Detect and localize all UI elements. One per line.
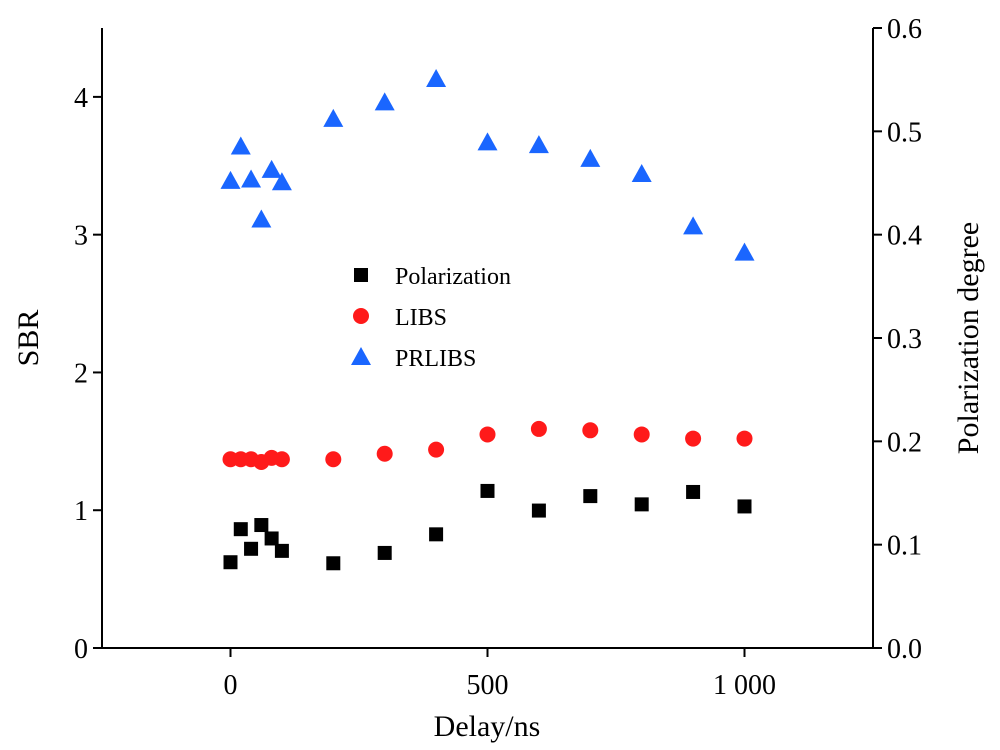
data-point-prlibs — [580, 148, 601, 167]
y2-tick-label: 0.2 — [887, 427, 922, 458]
data-point-libs — [428, 441, 445, 458]
y-tick-label: 0 — [74, 634, 88, 665]
data-point-polarization — [274, 543, 289, 558]
y2-axis-title: Polarization degree — [952, 222, 985, 454]
data-point-polarization — [737, 499, 752, 514]
axes — [101, 28, 874, 649]
data-point-polarization — [223, 555, 238, 570]
y2-tick-label: 0.6 — [887, 14, 922, 45]
data-point-polarization — [244, 541, 259, 556]
data-point-prlibs — [683, 216, 704, 235]
data-markers — [220, 68, 755, 571]
data-point-libs — [685, 430, 702, 447]
data-point-polarization — [326, 556, 341, 571]
data-point-libs — [479, 426, 496, 443]
data-point-polarization — [686, 484, 701, 499]
data-point-prlibs — [374, 92, 395, 111]
data-point-prlibs — [323, 108, 344, 127]
series-libs — [222, 420, 753, 470]
data-point-polarization — [531, 503, 546, 518]
series-polarization — [223, 483, 752, 571]
data-point-prlibs — [230, 136, 251, 155]
data-point-prlibs — [528, 135, 549, 154]
data-point-polarization — [429, 527, 444, 542]
data-point-libs — [273, 451, 290, 468]
x-tick-label: 0 — [224, 670, 238, 701]
legend-item-libs: LIBS — [353, 305, 447, 331]
y2-tick-label: 0.4 — [887, 221, 922, 252]
legend-marker-libs — [353, 308, 369, 324]
data-point-polarization — [634, 497, 649, 512]
x-tick-label: 500 — [467, 670, 509, 701]
data-point-prlibs — [477, 132, 498, 151]
tick-labels: 0 500 1 000 0 1 2 3 4 0.0 0.1 0.2 0.3 0.4 0.5 0.6 — [74, 14, 922, 701]
data-point-libs — [376, 445, 393, 462]
y2-tick-label: 0.3 — [887, 324, 922, 355]
y-tick-label: 3 — [74, 221, 88, 252]
data-point-polarization — [233, 522, 248, 537]
x-axis-title: Delay/ns — [434, 710, 541, 743]
legend-item-prlibs: PRLIBS — [351, 346, 476, 372]
y-tick-label: 2 — [74, 358, 88, 389]
legend: Polarization LIBS PRLIBS — [351, 264, 511, 372]
data-point-prlibs — [271, 172, 292, 191]
data-point-libs — [582, 422, 599, 439]
data-point-libs — [633, 426, 650, 443]
ticks — [93, 27, 882, 657]
data-point-prlibs — [251, 209, 272, 228]
data-point-polarization — [583, 489, 598, 504]
data-point-prlibs — [241, 169, 262, 188]
data-point-prlibs — [220, 170, 241, 189]
y2-tick-label: 0.5 — [887, 117, 922, 148]
legend-marker-prlibs — [351, 347, 371, 365]
legend-item-polarization: Polarization — [354, 264, 511, 290]
y-axis-title: SBR — [12, 310, 45, 367]
data-point-libs — [325, 451, 342, 468]
data-point-prlibs — [631, 164, 652, 183]
legend-label: Polarization — [395, 264, 511, 290]
data-point-polarization — [264, 531, 279, 546]
data-point-prlibs — [734, 242, 755, 261]
data-point-polarization — [480, 483, 495, 498]
y2-tick-label: 0.0 — [887, 634, 922, 665]
y2-tick-label: 0.1 — [887, 531, 922, 562]
x-tick-label: 1 000 — [713, 670, 776, 701]
series-prlibs — [220, 68, 755, 261]
data-point-polarization — [254, 518, 269, 533]
data-point-prlibs — [261, 159, 282, 178]
y-tick-label: 4 — [74, 83, 88, 114]
legend-label: LIBS — [395, 305, 447, 331]
y-tick-label: 1 — [74, 496, 88, 527]
legend-marker-polarization — [354, 268, 368, 282]
data-point-polarization — [377, 545, 392, 560]
data-point-libs — [530, 420, 547, 437]
data-point-prlibs — [426, 68, 447, 87]
data-point-libs — [736, 430, 753, 447]
legend-label: PRLIBS — [395, 346, 476, 372]
